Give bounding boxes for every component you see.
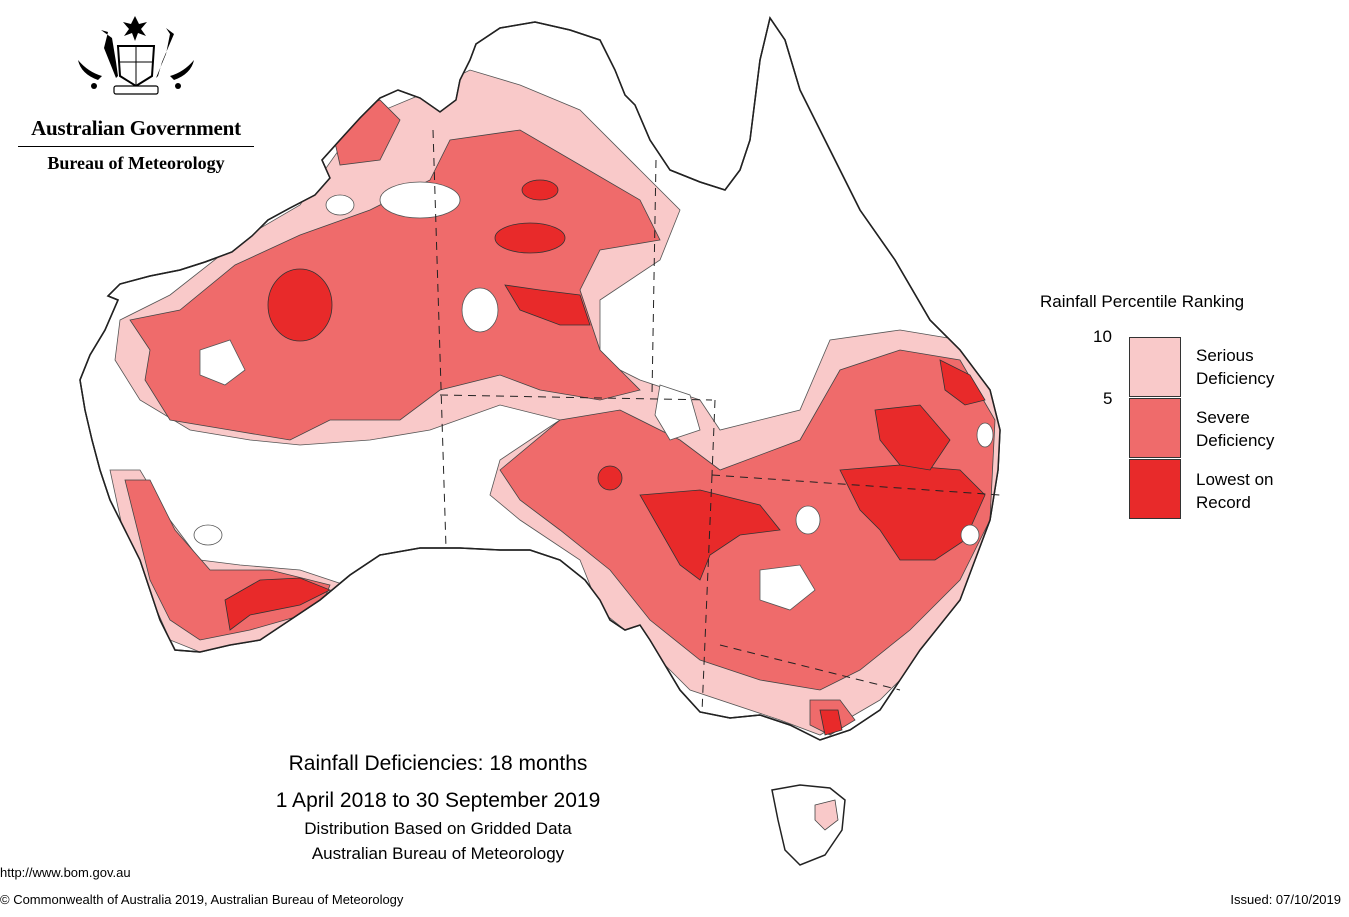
caption-title: Rainfall Deficiencies: 18 months: [288, 752, 588, 775]
legend-label-lowest: Lowest on Record: [1196, 470, 1274, 512]
coat-of-arms-emblem: [78, 16, 194, 95]
footer-copyright: © Commonwealth of Australia 2019, Austra…: [0, 892, 404, 907]
caption-period: 1 April 2018 to 30 September 2019: [275, 789, 601, 812]
nsw-vic-border: [719, 644, 901, 691]
legend-swatch-serious: [1129, 337, 1181, 397]
legend-swatch-lowest: [1129, 459, 1181, 519]
caption-distribution: Distribution Based on Gridded Data: [304, 819, 572, 838]
government-title: Australian Government: [18, 116, 254, 147]
legend-label-severe: Severe Deficiency: [1196, 408, 1275, 450]
state-borders: [432, 129, 1001, 713]
legend-tick-10: 10: [1093, 327, 1112, 346]
legend-tick-5: 5: [1103, 389, 1113, 408]
nt-qld-border: [651, 159, 657, 396]
legend-swatch-severe: [1129, 398, 1181, 458]
sa-vic-border: [701, 474, 713, 713]
footer-url: http://www.bom.gov.au: [0, 865, 131, 880]
legend-label-serious: Serious Deficiency: [1196, 346, 1275, 388]
nt-sa-border: [439, 394, 713, 401]
footer-issued: Issued: 07/10/2019: [1230, 892, 1341, 907]
caption-agency: Australian Bureau of Meteorology: [311, 844, 565, 863]
deficiency-zones: [109, 69, 1000, 736]
agency-title: Bureau of Meteorology: [47, 153, 225, 173]
tasmania: [771, 784, 846, 866]
government-logo-block: Australian Government Bureau of Meteorol…: [18, 14, 254, 174]
qld-sa-border: [711, 399, 716, 476]
tasmania-serious-zone: [814, 799, 839, 831]
lowest-on-record-zones: [224, 179, 986, 736]
non-deficiency-holes: [193, 181, 994, 611]
legend-title: Rainfall Percentile Ranking: [1040, 292, 1245, 311]
qld-nsw-border: [711, 474, 1001, 496]
